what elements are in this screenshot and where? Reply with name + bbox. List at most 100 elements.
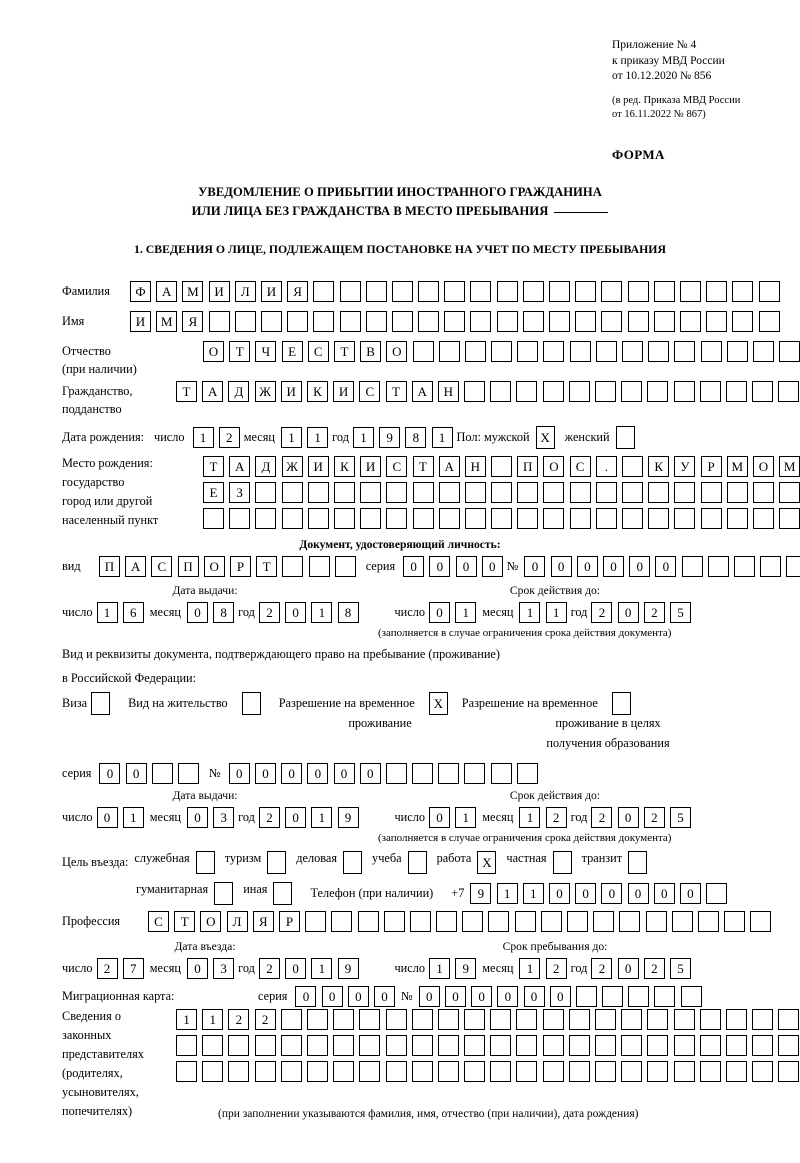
char-box[interactable] (229, 508, 251, 529)
char-box[interactable]: 1 (311, 807, 333, 828)
char-box[interactable] (333, 508, 355, 529)
char-box[interactable] (462, 911, 484, 932)
char-box[interactable]: И (333, 381, 355, 402)
char-box[interactable] (697, 911, 719, 932)
char-box[interactable] (779, 508, 800, 529)
char-box[interactable]: О (203, 341, 224, 362)
char-box[interactable] (178, 763, 200, 784)
char-box[interactable]: К (333, 456, 355, 477)
char-box[interactable]: 0 (374, 986, 396, 1007)
char-box[interactable] (706, 311, 728, 332)
char-box[interactable]: 1 (280, 427, 302, 448)
char-box[interactable] (707, 556, 729, 577)
sex-female-checkbox[interactable] (615, 426, 635, 449)
char-box[interactable] (444, 311, 466, 332)
char-box[interactable] (752, 341, 774, 362)
char-box[interactable]: В (360, 341, 382, 362)
char-box[interactable] (540, 911, 562, 932)
char-box[interactable]: Т (174, 911, 196, 932)
char-box[interactable] (517, 482, 539, 503)
char-box[interactable]: 1 (352, 427, 374, 448)
char-box[interactable]: М (156, 311, 178, 332)
char-box[interactable]: О (752, 456, 774, 477)
char-box[interactable] (412, 508, 434, 529)
char-box[interactable] (365, 281, 387, 302)
char-box[interactable] (733, 556, 755, 577)
char-box[interactable]: 0 (403, 556, 425, 577)
char-box[interactable]: 0 (281, 763, 303, 784)
char-box[interactable] (255, 508, 277, 529)
char-box[interactable] (726, 508, 748, 529)
char-box[interactable] (514, 911, 536, 932)
char-box[interactable]: 0 (629, 556, 651, 577)
char-box[interactable] (516, 1009, 538, 1030)
char-box[interactable]: 2 (258, 807, 280, 828)
char-box[interactable] (490, 1009, 512, 1030)
char-box[interactable] (254, 1035, 276, 1056)
char-box[interactable] (306, 1061, 328, 1082)
char-box[interactable] (542, 1061, 564, 1082)
char-box[interactable] (496, 281, 518, 302)
char-box[interactable]: 2 (591, 807, 613, 828)
char-box[interactable]: 0 (285, 807, 307, 828)
char-box[interactable]: . (595, 456, 617, 477)
char-box[interactable] (779, 482, 800, 503)
char-box[interactable]: 0 (307, 763, 329, 784)
char-box[interactable]: 0 (285, 958, 307, 979)
char-box[interactable] (313, 281, 335, 302)
char-box[interactable] (517, 508, 539, 529)
char-box[interactable]: 1 (202, 1009, 224, 1030)
char-box[interactable] (758, 311, 780, 332)
char-box[interactable] (595, 508, 617, 529)
char-box[interactable]: 0 (575, 883, 597, 904)
char-box[interactable]: А (125, 556, 147, 577)
char-box[interactable] (543, 341, 565, 362)
char-box[interactable] (648, 341, 670, 362)
char-box[interactable] (622, 341, 643, 362)
char-box[interactable] (732, 311, 754, 332)
char-box[interactable] (254, 1061, 276, 1082)
char-box[interactable]: Ч (255, 341, 277, 362)
char-box[interactable] (595, 381, 616, 402)
char-box[interactable]: 0 (285, 602, 307, 623)
char-box[interactable] (359, 1009, 381, 1030)
char-box[interactable] (391, 311, 413, 332)
char-box[interactable] (176, 1061, 197, 1082)
char-box[interactable] (339, 311, 361, 332)
char-box[interactable]: 1 (192, 427, 214, 448)
char-box[interactable]: А (438, 456, 460, 477)
char-box[interactable] (575, 986, 597, 1007)
char-box[interactable]: 0 (429, 556, 451, 577)
char-box[interactable] (758, 281, 780, 302)
char-box[interactable]: 2 (254, 1009, 276, 1030)
char-box[interactable] (673, 381, 695, 402)
char-box[interactable]: 0 (617, 958, 639, 979)
purpose-option-checkbox[interactable] (214, 882, 234, 905)
char-box[interactable]: 0 (186, 602, 208, 623)
char-box[interactable]: Т (229, 341, 251, 362)
char-box[interactable]: 2 (643, 958, 665, 979)
char-box[interactable] (522, 281, 544, 302)
char-box[interactable] (732, 281, 754, 302)
char-box[interactable] (436, 911, 458, 932)
char-box[interactable] (360, 482, 382, 503)
char-box[interactable]: 1 (96, 602, 118, 623)
char-box[interactable] (411, 1009, 433, 1030)
char-box[interactable] (622, 482, 643, 503)
char-box[interactable] (671, 911, 693, 932)
char-box[interactable] (648, 482, 670, 503)
char-box[interactable]: 0 (603, 556, 624, 577)
char-box[interactable]: И (130, 311, 151, 332)
char-box[interactable] (411, 1035, 433, 1056)
sex-male-checkbox[interactable]: X (535, 426, 555, 449)
char-box[interactable]: 1 (429, 958, 451, 979)
